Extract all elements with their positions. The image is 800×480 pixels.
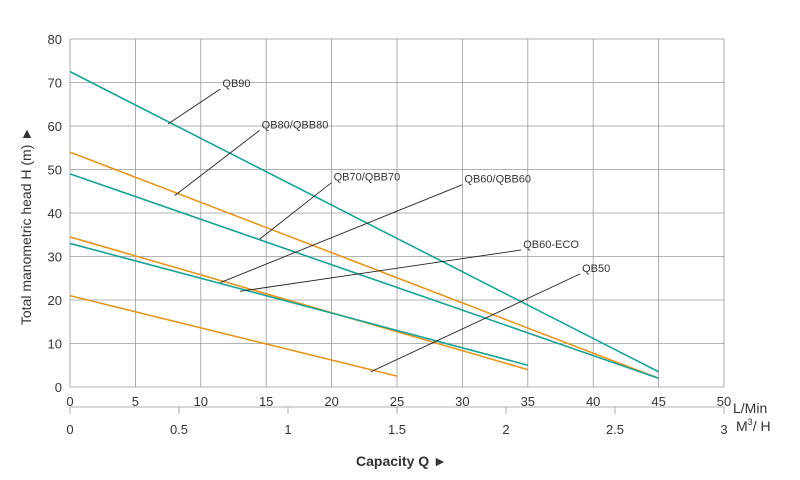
tick-labels: 0 10 20 30 40 50 60 70 80 0 5 10 15 20 25 30 35 40 45 50 0 0.…	[48, 32, 732, 437]
series-line	[69, 242, 529, 367]
x2-tick-label: 2	[502, 422, 509, 437]
x2-tick-label: 2.5	[606, 422, 624, 437]
annotation-leader-line	[259, 182, 332, 240]
x-tick-label: 20	[324, 394, 338, 409]
annotation-label: QB90	[222, 78, 250, 90]
y-tick-label: 0	[55, 380, 62, 395]
y-tick-label: 70	[48, 76, 62, 91]
series-lines	[69, 70, 659, 380]
y-tick-label: 60	[48, 119, 62, 134]
series-line	[69, 70, 659, 373]
annotation-labels: QB90 QB80/QBB80 QB70/QBB70 QB60/QBB60 QB60-E…	[222, 78, 610, 275]
series-line	[69, 294, 398, 377]
y-tick-label: 50	[48, 163, 62, 178]
annotation-label: QB80/QBB80	[262, 119, 329, 131]
annotation-leader-line	[167, 88, 221, 125]
x2-tick-label: 1.5	[388, 422, 406, 437]
x-tick-label: 30	[455, 394, 469, 409]
annotation-label: QB60-ECO	[523, 239, 579, 251]
x2-tick-label: 3	[720, 422, 727, 437]
y-tick-label: 80	[48, 32, 62, 47]
annotation-label: QB50	[582, 263, 610, 275]
y-tick-label: 20	[48, 293, 62, 308]
annotation-leaders	[167, 88, 581, 373]
x-tick-label: 45	[651, 394, 665, 409]
x-axis-label: Capacity Q ►	[356, 453, 447, 469]
x-tick-label: 5	[132, 394, 139, 409]
annotation-label: QB70/QBB70	[334, 172, 401, 184]
annotation-leader-line	[174, 129, 260, 196]
x-tick-label: 10	[194, 394, 208, 409]
annotation-leader-line	[220, 184, 463, 284]
x-tick-label: 50	[717, 394, 731, 409]
x-tick-label: 35	[521, 394, 535, 409]
x2-tick-label: 0.5	[170, 422, 188, 437]
y-axis-label: Total manometric head H (m) ►	[18, 127, 34, 325]
series-line	[69, 151, 659, 380]
series-line	[69, 173, 659, 380]
series-line	[69, 236, 529, 371]
annotation-label: QB60/QBB60	[464, 174, 531, 186]
grid	[69, 38, 725, 414]
x-axis-unit-secondary: M3/ H	[736, 417, 771, 434]
x-tick-label: 40	[586, 394, 600, 409]
x2-tick-label: 1	[284, 422, 291, 437]
x-tick-label: 0	[66, 394, 73, 409]
y-tick-label: 40	[48, 206, 62, 221]
y-tick-label: 30	[48, 250, 62, 265]
x2-tick-label: 0	[66, 422, 73, 437]
annotation-leader-line	[239, 249, 522, 292]
x-tick-label: 15	[259, 394, 273, 409]
y-tick-label: 10	[48, 337, 62, 352]
x-axis-unit-primary: L/Min	[733, 400, 767, 416]
x-tick-label: 25	[390, 394, 404, 409]
annotation-leader-line	[370, 273, 581, 373]
